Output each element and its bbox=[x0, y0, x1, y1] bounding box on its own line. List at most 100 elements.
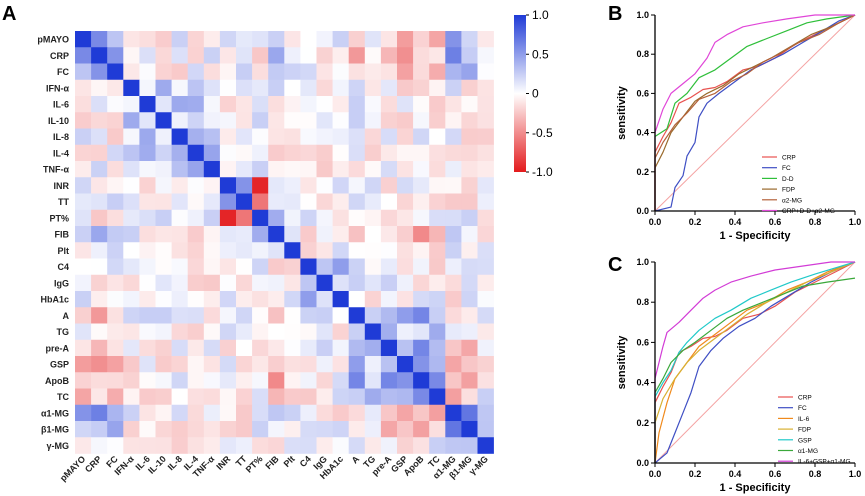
heatmap-cell bbox=[107, 209, 124, 227]
heatmap-cell bbox=[203, 291, 221, 308]
heatmap-cell bbox=[300, 79, 317, 97]
heatmap-cell bbox=[203, 177, 221, 194]
heatmap-cell bbox=[461, 421, 478, 438]
heatmap-cell bbox=[252, 177, 269, 194]
heatmap-cell bbox=[300, 226, 317, 243]
heatmap-cell bbox=[461, 177, 478, 194]
roc-y-tick-label: 0.0 bbox=[636, 206, 649, 216]
roc-y-tick-label: 0.8 bbox=[636, 297, 649, 307]
heatmap-cell bbox=[91, 388, 108, 406]
heatmap-cell bbox=[461, 161, 478, 178]
heatmap-cell bbox=[107, 96, 124, 113]
heatmap-cell bbox=[397, 339, 414, 357]
heatmap-cell bbox=[364, 96, 382, 113]
heatmap-cell bbox=[332, 356, 349, 373]
heatmap-cell bbox=[75, 209, 92, 227]
heatmap-cell bbox=[75, 339, 92, 357]
heatmap-cell bbox=[91, 47, 108, 64]
heatmap-cell bbox=[445, 258, 462, 276]
heatmap-cell bbox=[91, 291, 108, 308]
heatmap-cell bbox=[364, 128, 382, 146]
heatmap-cell bbox=[461, 274, 478, 292]
heatmap-cell bbox=[171, 47, 188, 64]
heatmap-cell bbox=[300, 144, 317, 162]
heatmap-cell bbox=[397, 209, 414, 227]
heatmap-cell bbox=[252, 323, 269, 341]
heatmap-cell bbox=[348, 404, 366, 422]
heatmap-cell bbox=[445, 79, 462, 97]
heatmap-cell bbox=[445, 404, 462, 422]
heatmap-cell bbox=[236, 47, 253, 64]
heatmap-cell bbox=[187, 356, 205, 373]
heatmap-cell bbox=[332, 274, 349, 292]
heatmap-cell bbox=[252, 161, 269, 178]
heatmap-cell bbox=[445, 291, 462, 308]
heatmap-cell bbox=[171, 226, 188, 243]
heatmap-cell bbox=[413, 177, 430, 194]
heatmap-cell bbox=[219, 161, 237, 178]
heatmap-cell bbox=[252, 112, 269, 129]
heatmap-panel: A pMAYO CRP FC IFN-α IL-6 IL-10 IL-8 IL-4 TNF-α I… bbox=[2, 3, 553, 483]
heatmap-cell bbox=[187, 339, 205, 357]
heatmap-y-tick-label: IL-10 bbox=[48, 116, 69, 126]
heatmap-cell bbox=[219, 128, 237, 146]
heatmap-cell bbox=[219, 323, 237, 341]
heatmap-cell bbox=[155, 372, 172, 389]
roc-curve bbox=[654, 261, 856, 463]
heatmap-cell bbox=[364, 388, 382, 406]
heatmap-cell bbox=[236, 437, 253, 454]
heatmap-cell bbox=[171, 79, 188, 97]
heatmap-cell bbox=[284, 258, 301, 276]
heatmap-cell bbox=[187, 193, 205, 211]
heatmap-cell bbox=[332, 291, 349, 308]
heatmap-cell bbox=[187, 404, 205, 422]
heatmap-cell bbox=[187, 144, 205, 162]
heatmap-cell bbox=[155, 323, 172, 341]
roc-y-tick-label: 0.8 bbox=[636, 49, 649, 59]
heatmap-cell bbox=[252, 356, 269, 373]
heatmap-cell bbox=[316, 128, 333, 146]
heatmap-cell bbox=[171, 63, 188, 81]
heatmap-cell bbox=[139, 161, 156, 178]
heatmap-cell bbox=[75, 63, 92, 81]
heatmap-cell bbox=[268, 177, 285, 194]
heatmap-cell bbox=[413, 242, 430, 259]
heatmap-cell bbox=[445, 144, 462, 162]
heatmap-x-tick-label: A bbox=[350, 453, 362, 465]
legend-entry: CRP+D-D+α2-MG bbox=[782, 208, 835, 215]
heatmap-y-tick-label: FIB bbox=[55, 230, 70, 240]
heatmap-cell bbox=[203, 421, 221, 438]
heatmap-cell bbox=[316, 96, 333, 113]
heatmap-cell bbox=[107, 193, 124, 211]
heatmap-cell bbox=[445, 437, 462, 454]
heatmap-cell bbox=[139, 388, 156, 406]
heatmap-cell bbox=[332, 437, 349, 454]
heatmap-cell bbox=[445, 226, 462, 243]
heatmap-cell bbox=[429, 209, 446, 227]
heatmap-cell bbox=[187, 128, 205, 146]
panel-label-b: B bbox=[608, 3, 622, 25]
heatmap-cell bbox=[123, 404, 140, 422]
legend-entry: GSP bbox=[798, 437, 812, 444]
heatmap-cell bbox=[445, 177, 462, 194]
heatmap-cell bbox=[252, 388, 269, 406]
heatmap-cell bbox=[332, 307, 349, 324]
heatmap-cell bbox=[332, 323, 349, 341]
heatmap-cell bbox=[445, 242, 462, 259]
heatmap-cell bbox=[219, 226, 237, 243]
heatmap-cell bbox=[413, 307, 430, 324]
heatmap-cell bbox=[397, 388, 414, 406]
heatmap-cell bbox=[252, 209, 269, 227]
heatmap-cell bbox=[75, 388, 92, 406]
heatmap-cell bbox=[413, 112, 430, 129]
heatmap-cell bbox=[236, 356, 253, 373]
heatmap-cell bbox=[171, 112, 188, 129]
heatmap-cell bbox=[107, 128, 124, 146]
heatmap-cell bbox=[477, 144, 494, 162]
heatmap-cell bbox=[268, 193, 285, 211]
heatmap-cell bbox=[477, 242, 494, 259]
heatmap-cell bbox=[123, 47, 140, 64]
heatmap-cell bbox=[139, 144, 156, 162]
heatmap-cell bbox=[316, 404, 333, 422]
heatmap-cell bbox=[252, 242, 269, 259]
